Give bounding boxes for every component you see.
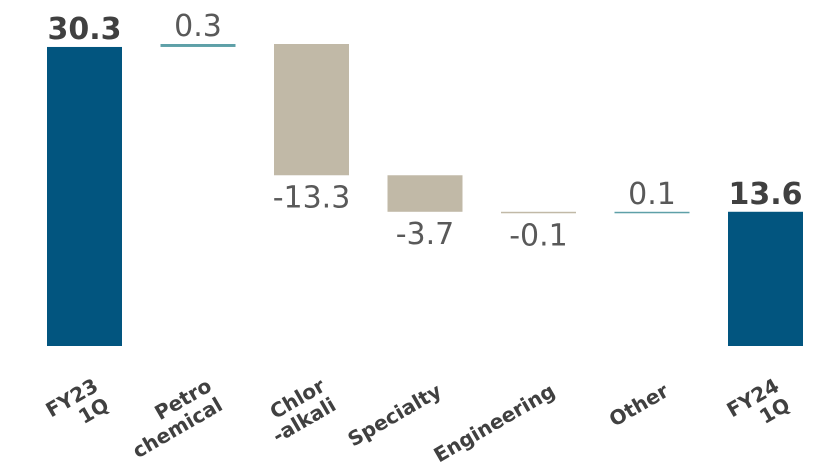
category-label-2: Chlor-alkali	[266, 373, 340, 447]
value-labels-group: 30.3 0.3 -13.3 -3.7 -0.1 0.1 13.6	[47, 9, 802, 253]
value-label-4: -0.1	[509, 218, 568, 253]
category-label-5: Other	[605, 378, 673, 431]
bar-2	[274, 44, 349, 176]
bar-0	[47, 46, 122, 346]
bar-3	[387, 175, 463, 212]
value-label-2: -13.3	[273, 180, 351, 215]
category-label-3: Specialty	[343, 379, 445, 452]
value-label-1: 0.3	[174, 9, 222, 44]
bar-5	[614, 211, 690, 214]
value-label-6: 13.6	[728, 177, 802, 212]
bar-4	[501, 211, 576, 214]
value-label-5: 0.1	[628, 177, 676, 212]
category-label-4-line-0: Engineering	[429, 379, 559, 468]
category-label-4: Engineering	[429, 379, 559, 468]
bar-6	[728, 211, 803, 346]
value-label-3: -3.7	[396, 217, 455, 252]
bars-group	[47, 44, 803, 346]
category-label-5-line-0: Other	[605, 378, 673, 431]
bar-1	[160, 44, 236, 47]
value-label-0: 30.3	[47, 12, 121, 47]
category-label-3-line-0: Specialty	[343, 379, 445, 452]
